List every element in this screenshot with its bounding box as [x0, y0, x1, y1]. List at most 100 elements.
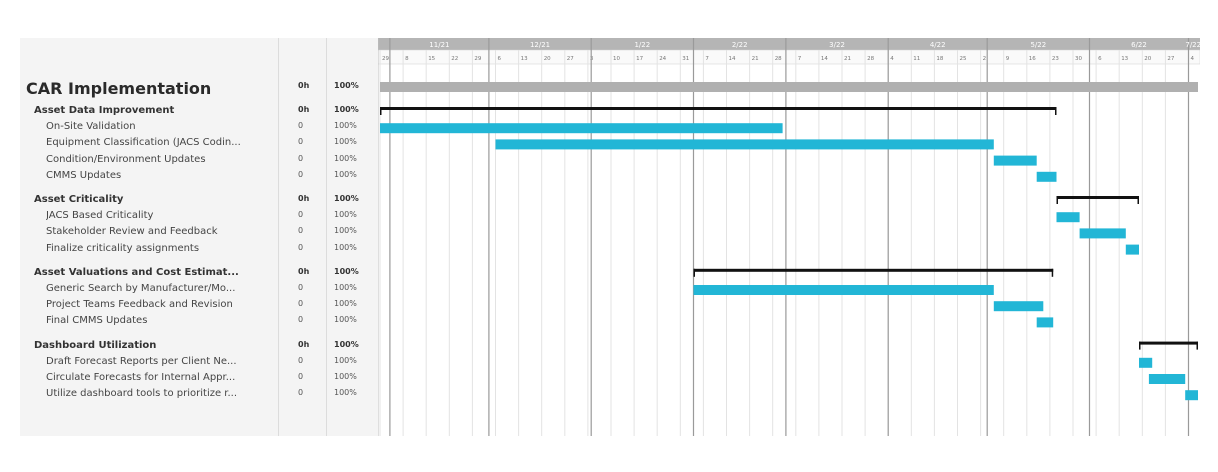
day-tick-label: 20: [544, 56, 551, 62]
task-bar: [495, 139, 994, 150]
day-tick-label: 7: [705, 56, 709, 62]
group-work: 0h: [298, 266, 310, 276]
task-complete: 100%: [334, 169, 357, 179]
task-name[interactable]: CMMS Updates: [46, 169, 122, 181]
task-work: 0: [298, 355, 304, 365]
summary-bar: [693, 268, 1054, 272]
project-work: 0h: [298, 81, 310, 90]
day-tick-label: 18: [936, 56, 943, 62]
task-name[interactable]: Project Teams Feedback and Revision: [46, 299, 233, 311]
group-name[interactable]: Asset Criticality: [34, 194, 124, 205]
task-work: 0: [298, 137, 304, 147]
gantt-view: CAR Implementation 0h 100% Asset Data Impro…: [20, 38, 1200, 436]
task-complete: 100%: [334, 388, 357, 398]
gantt-chart-svg: 2981522296132027310172431714212871421284…: [378, 38, 1200, 436]
percent-complete-column: [326, 38, 379, 436]
task-bar: [1036, 171, 1057, 182]
day-tick-label: 28: [867, 56, 874, 62]
day-tick-label: 16: [1029, 56, 1036, 62]
task-name[interactable]: Circulate Forecasts for Internal Appr...: [46, 372, 236, 383]
day-tick-label: 6: [1098, 56, 1102, 62]
task-bar: [1079, 228, 1126, 239]
task-complete: 100%: [334, 137, 357, 147]
day-tick-label: 13: [1121, 56, 1128, 62]
month-label: 1/22: [634, 41, 650, 49]
day-tick-label: 20: [1144, 56, 1151, 62]
group-complete: 100%: [334, 339, 359, 349]
task-complete: 100%: [334, 315, 357, 325]
day-tick-label: 13: [521, 56, 528, 62]
day-tick-label: 25: [960, 56, 967, 62]
task-work: 0: [298, 372, 304, 381]
group-name[interactable]: Asset Data Improvement: [34, 105, 175, 116]
task-name[interactable]: Condition/Environment Updates: [46, 153, 206, 165]
task-bar: [1185, 390, 1198, 401]
task-complete: 100%: [334, 283, 357, 292]
summary-bar-left-cap: [1139, 341, 1141, 350]
task-work: 0: [298, 121, 304, 131]
timeline-month-header: [378, 38, 1200, 50]
task-name[interactable]: Final CMMS Updates: [46, 315, 148, 327]
task-work: 0: [298, 315, 304, 325]
task-list-panel: CAR Implementation 0h 100% Asset Data Impro…: [20, 38, 378, 436]
day-tick-label: 2: [983, 56, 987, 62]
project-name[interactable]: CAR Implementation: [26, 79, 212, 98]
group-name[interactable]: Dashboard Utilization: [34, 339, 157, 351]
task-work: 0: [298, 283, 304, 292]
summary-bar: [1139, 341, 1198, 345]
day-tick-label: 4: [890, 56, 894, 62]
task-bar: [1148, 374, 1186, 384]
summary-bar: [1056, 196, 1139, 199]
day-tick-label: 14: [729, 56, 736, 62]
work-column: [278, 38, 327, 436]
summary-bar-right-cap: [1055, 107, 1057, 115]
group-name[interactable]: Asset Valuations and Cost Estimat...: [34, 266, 239, 278]
group-work: 0h: [298, 339, 310, 349]
task-name[interactable]: Draft Forecast Reports per Client Ne...: [46, 355, 237, 367]
summary-bar-left-cap: [693, 268, 695, 277]
month-label: 11/21: [429, 41, 449, 49]
day-tick-label: 10: [613, 56, 620, 62]
task-complete: 100%: [334, 299, 357, 309]
task-work: 0: [298, 242, 304, 252]
day-tick-label: 27: [567, 56, 574, 62]
day-tick-label: 14: [821, 56, 828, 62]
task-bar: [1036, 317, 1054, 328]
task-bar: [380, 123, 783, 134]
task-name[interactable]: Generic Search by Manufacturer/Mo...: [46, 283, 236, 294]
task-complete: 100%: [334, 121, 357, 131]
task-name[interactable]: Finalize criticality assignments: [46, 242, 200, 254]
month-label: 4/22: [930, 41, 946, 49]
day-tick-label: 17: [636, 56, 643, 62]
summary-bar-right-cap: [1196, 341, 1198, 350]
task-name[interactable]: Stakeholder Review and Feedback: [46, 226, 218, 238]
task-work: 0: [298, 210, 304, 220]
task-name[interactable]: Utilize dashboard tools to prioritize r.…: [46, 388, 238, 400]
month-label: 7/22: [1185, 41, 1200, 49]
day-tick-label: 23: [1052, 56, 1059, 62]
day-tick-label: 27: [1167, 56, 1174, 62]
month-label: 6/22: [1131, 41, 1147, 49]
task-bar: [693, 285, 994, 295]
task-name[interactable]: On-Site Validation: [46, 121, 136, 133]
task-work: 0: [298, 169, 304, 179]
task-bar: [1125, 244, 1139, 255]
gantt-chart-area: 2981522296132027310172431714212871421284…: [378, 38, 1200, 436]
day-tick-label: 30: [1075, 56, 1082, 62]
task-work: 0: [298, 153, 304, 163]
day-tick-label: 22: [451, 56, 458, 62]
task-complete: 100%: [334, 153, 357, 163]
task-name[interactable]: Equipment Classification (JACS Codin...: [46, 137, 241, 149]
day-tick-label: 29: [474, 56, 481, 62]
month-label: 3/22: [829, 41, 845, 49]
task-work: 0: [298, 388, 304, 398]
task-bar: [993, 301, 1044, 312]
project-complete: 100%: [334, 81, 359, 90]
day-tick-label: 7: [798, 56, 802, 62]
summary-bar-right-cap: [1137, 196, 1139, 204]
task-name[interactable]: JACS Based Criticality: [46, 210, 154, 222]
day-tick-label: 15: [428, 56, 435, 62]
day-tick-label: 21: [752, 56, 759, 62]
task-work: 0: [298, 299, 304, 309]
day-tick-label: 11: [913, 56, 920, 62]
